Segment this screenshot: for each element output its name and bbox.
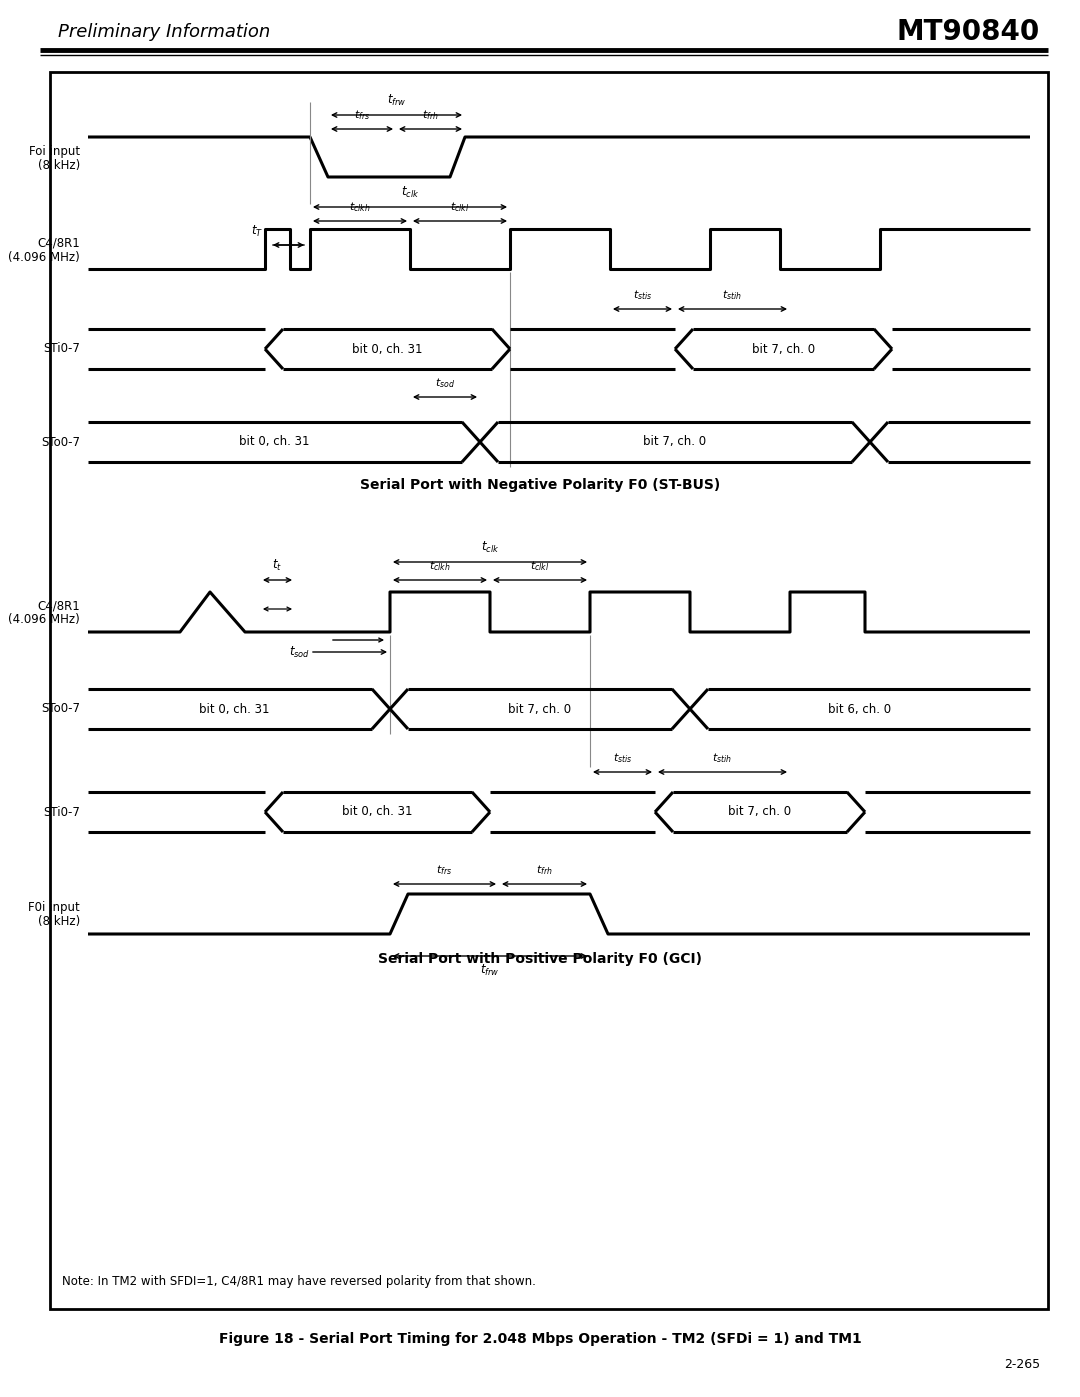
Text: $t_{stih}$: $t_{stih}$ — [723, 288, 743, 302]
Text: $t_{frh}$: $t_{frh}$ — [536, 863, 553, 877]
Text: (4.096 MHz): (4.096 MHz) — [9, 250, 80, 264]
Text: $t_{frs}$: $t_{frs}$ — [436, 863, 453, 877]
Text: bit 0, ch. 31: bit 0, ch. 31 — [352, 342, 422, 355]
Text: C4/8R1: C4/8R1 — [37, 236, 80, 250]
Text: $t_T$: $t_T$ — [251, 224, 264, 239]
Text: F0i input: F0i input — [28, 901, 80, 915]
Text: bit 0, ch. 31: bit 0, ch. 31 — [199, 703, 269, 715]
Text: $t_{sod}$: $t_{sod}$ — [288, 644, 310, 659]
Text: Serial Port with Negative Polarity F0 (ST-BUS): Serial Port with Negative Polarity F0 (S… — [360, 478, 720, 492]
Text: C4/8R1: C4/8R1 — [37, 599, 80, 612]
Text: bit 7, ch. 0: bit 7, ch. 0 — [728, 806, 792, 819]
Text: $t_{stis}$: $t_{stis}$ — [633, 288, 652, 302]
Bar — [50, 73, 1048, 1309]
Text: $t_{clkl}$: $t_{clkl}$ — [530, 559, 550, 573]
Text: bit 0, ch. 31: bit 0, ch. 31 — [239, 436, 309, 448]
Text: 2-265: 2-265 — [1004, 1358, 1040, 1372]
Text: bit 7, ch. 0: bit 7, ch. 0 — [509, 703, 571, 715]
Text: Foi input: Foi input — [29, 144, 80, 158]
Text: $t_{stis}$: $t_{stis}$ — [612, 752, 632, 766]
Text: bit 7, ch. 0: bit 7, ch. 0 — [644, 436, 706, 448]
Text: bit 7, ch. 0: bit 7, ch. 0 — [752, 342, 815, 355]
Text: Figure 18 - Serial Port Timing for 2.048 Mbps Operation - TM2 (SFDi = 1) and TM1: Figure 18 - Serial Port Timing for 2.048… — [218, 1331, 862, 1345]
Text: Note: In TM2 with SFDI=1, C4/8R1 may have reversed polarity from that shown.: Note: In TM2 with SFDI=1, C4/8R1 may hav… — [62, 1275, 536, 1288]
Text: $t_{frw}$: $t_{frw}$ — [481, 963, 500, 978]
Text: (4.096 MHz): (4.096 MHz) — [9, 613, 80, 626]
Text: $t_{clk}$: $t_{clk}$ — [481, 539, 499, 555]
Text: $t_{frs}$: $t_{frs}$ — [354, 108, 370, 122]
Text: $t_{clk}$: $t_{clk}$ — [401, 184, 419, 200]
Text: $t_{clkh}$: $t_{clkh}$ — [429, 559, 450, 573]
Text: STo0-7: STo0-7 — [41, 436, 80, 448]
Text: $t_{frw}$: $t_{frw}$ — [387, 92, 406, 108]
Text: $t_{sod}$: $t_{sod}$ — [435, 376, 455, 390]
Text: MT90840: MT90840 — [896, 18, 1040, 46]
Text: $t_{clkh}$: $t_{clkh}$ — [349, 200, 370, 214]
Text: STi0-7: STi0-7 — [43, 342, 80, 355]
Text: Serial Port with Positive Polarity F0 (GCI): Serial Port with Positive Polarity F0 (G… — [378, 951, 702, 965]
Text: bit 0, ch. 31: bit 0, ch. 31 — [342, 806, 413, 819]
Text: STi0-7: STi0-7 — [43, 806, 80, 819]
Text: $t_{frh}$: $t_{frh}$ — [422, 108, 438, 122]
Text: bit 6, ch. 0: bit 6, ch. 0 — [828, 703, 892, 715]
Text: (8 kHz): (8 kHz) — [38, 158, 80, 172]
Text: (8 kHz): (8 kHz) — [38, 915, 80, 929]
Text: Preliminary Information: Preliminary Information — [58, 22, 270, 41]
Text: $t_{clkl}$: $t_{clkl}$ — [450, 200, 470, 214]
Text: $t_{stih}$: $t_{stih}$ — [713, 752, 732, 766]
Text: STo0-7: STo0-7 — [41, 703, 80, 715]
Text: $t_t$: $t_t$ — [272, 557, 283, 573]
